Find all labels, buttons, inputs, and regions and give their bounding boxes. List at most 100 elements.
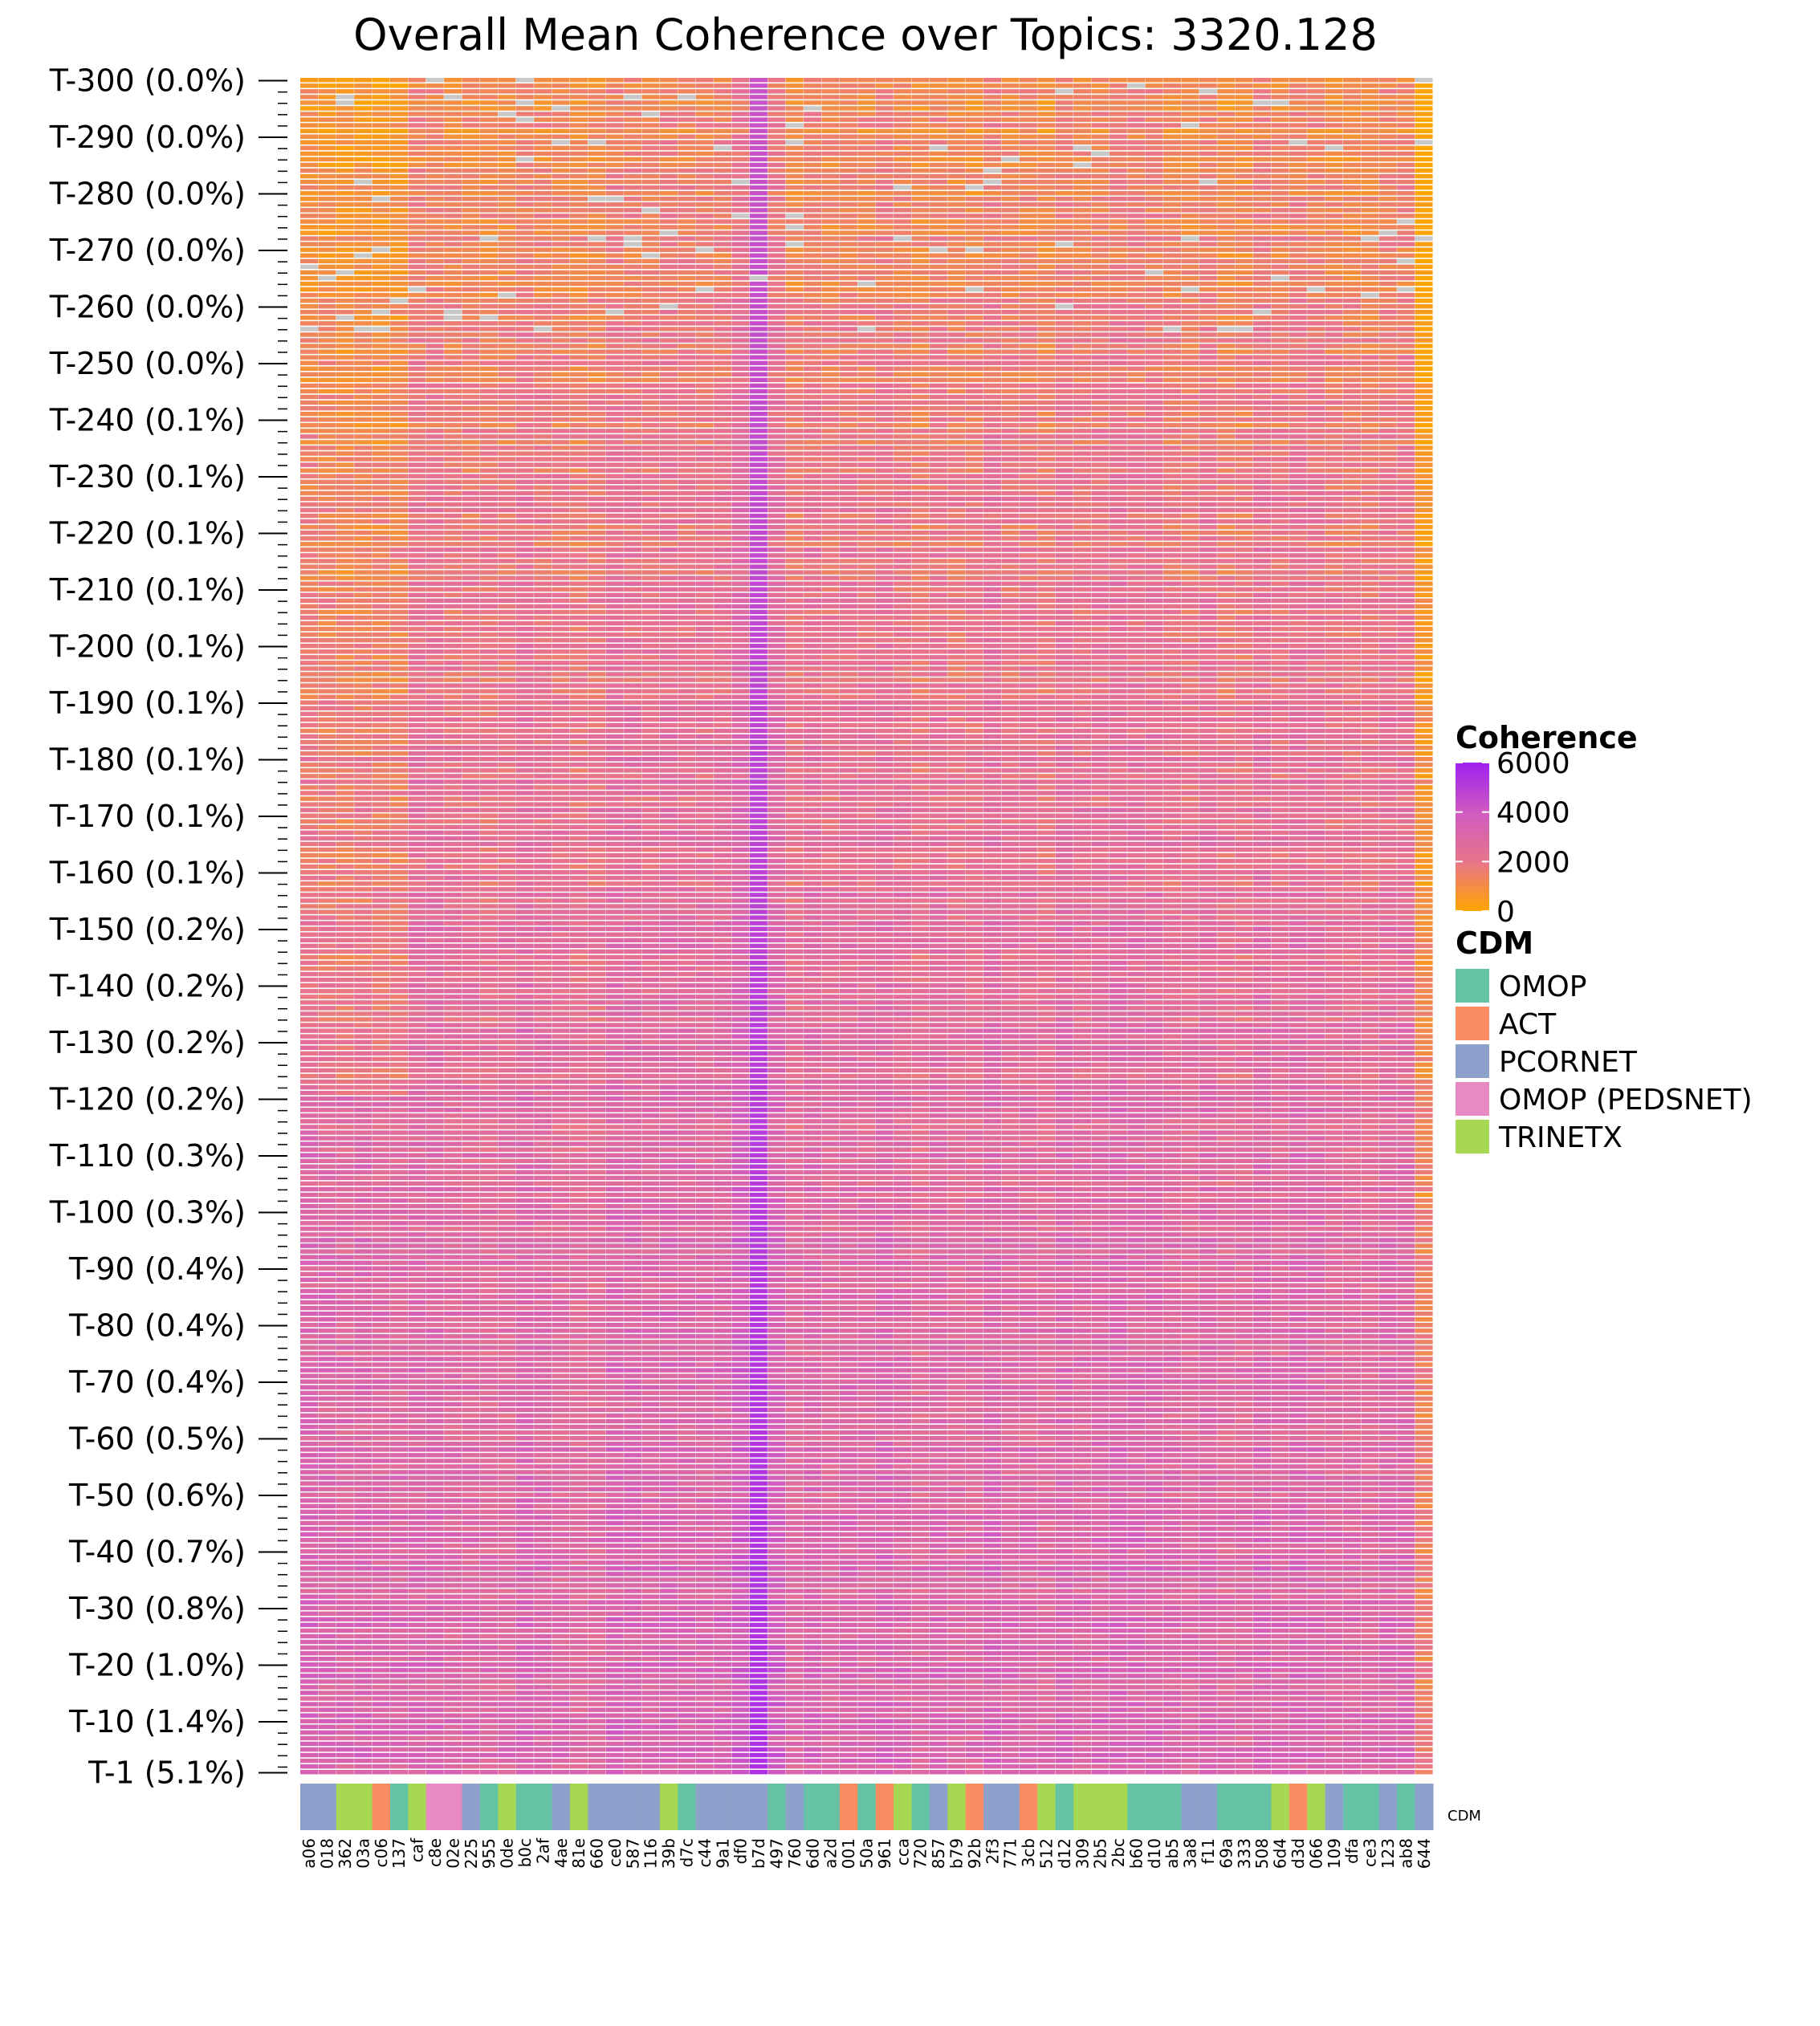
heatmap-cell [695,83,714,88]
heatmap-cell [714,360,732,365]
heatmap-cell [911,258,930,264]
heatmap-cell [659,214,678,218]
heatmap-cell [1001,440,1020,445]
heatmap-cell [1325,185,1343,190]
heatmap-cell [389,123,408,128]
heatmap-cell [372,173,390,179]
heatmap-cell [659,258,678,264]
heatmap-cell [1325,230,1343,235]
heatmap-cell [1073,214,1092,218]
heatmap-cell [1037,197,1056,201]
heatmap-cell [1361,112,1379,116]
heatmap-cell [1217,162,1236,168]
heatmap-cell [588,496,606,502]
heatmap-cell [983,128,1002,133]
heatmap-cell [749,83,767,88]
heatmap-cell [785,89,804,94]
heatmap-cell [641,117,660,122]
heatmap-cell [1181,145,1199,151]
heatmap-cell [389,275,408,281]
heatmap-cell [624,332,642,337]
heatmap-cell [894,429,912,433]
heatmap-cell [1361,89,1379,94]
heatmap-cell [462,253,480,258]
heatmap-cell [1343,440,1362,445]
heatmap-cell [1181,140,1199,144]
heatmap-cell [1415,225,1433,230]
heatmap-cell [965,247,983,252]
heatmap-cell [515,411,534,417]
heatmap-cell [1019,366,1037,371]
heatmap-cell [1253,225,1272,230]
heatmap-cell [1253,332,1272,337]
heatmap-cell [1217,95,1236,100]
heatmap-cell [1163,179,1182,185]
heatmap-cell [695,264,714,270]
heatmap-cell [731,208,750,213]
heatmap-cell [678,383,696,389]
heatmap-cell [749,417,767,422]
heatmap-cell [678,298,696,303]
heatmap-cell [731,360,750,365]
heatmap-cell [965,502,983,507]
heatmap-cell [1127,162,1146,168]
heatmap-cell [552,162,570,168]
heatmap-cell [444,417,462,422]
heatmap-cell [1361,162,1379,168]
heatmap-cell [894,270,912,275]
heatmap-cell [1019,344,1037,348]
heatmap-cell [767,287,786,292]
heatmap-cell [1199,394,1217,400]
heatmap-cell [1199,485,1217,490]
heatmap-cell [1415,208,1433,213]
heatmap-cell [588,457,606,462]
heatmap-cell [1019,405,1037,411]
heatmap-cell [588,145,606,151]
heatmap-cell [857,214,876,218]
heatmap-cell [1235,162,1253,168]
heatmap-cell [336,394,354,400]
heatmap-cell [1055,474,1073,478]
heatmap-cell [875,168,894,173]
heatmap-cell [767,95,786,100]
heatmap-cell [894,321,912,326]
heatmap-cell [1361,208,1379,213]
heatmap-cell [1378,434,1397,439]
heatmap-cell [1271,191,1289,196]
heatmap-cell [659,485,678,490]
heatmap-cell [1361,258,1379,264]
heatmap-cell [947,457,966,462]
heatmap-cell [462,451,480,456]
heatmap-cell [839,275,857,281]
heatmap-cell [372,168,390,173]
heatmap-cell [911,247,930,252]
heatmap-cell [1343,112,1362,116]
heatmap-cell [1307,366,1325,371]
heatmap-cell [1271,479,1289,484]
heatmap-cell [1019,394,1037,400]
heatmap-cell [1037,344,1056,348]
heatmap-cell [1037,264,1056,270]
heatmap-cell [767,162,786,168]
heatmap-cell [857,405,876,411]
heatmap-cell [1145,349,1163,354]
heatmap-cell [624,179,642,185]
heatmap-cell [1361,236,1379,241]
heatmap-cell [1019,168,1037,173]
heatmap-cell [552,372,570,377]
heatmap-cell [894,490,912,496]
heatmap-cell [1289,168,1307,173]
heatmap-cell [479,502,498,507]
heatmap-cell [372,106,390,111]
heatmap-cell [354,197,373,201]
heatmap-cell [408,89,426,94]
heatmap-cell [1271,258,1289,264]
heatmap-cell [1037,445,1056,450]
heatmap-cell [1037,440,1056,445]
heatmap-cell [911,264,930,270]
heatmap-cell [1055,219,1073,224]
heatmap-cell [372,405,390,411]
heatmap-cell [1289,434,1307,439]
heatmap-cell [1397,168,1415,173]
heatmap-cell [1127,344,1146,348]
